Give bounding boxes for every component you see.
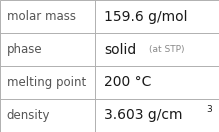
Text: molar mass: molar mass	[7, 10, 76, 23]
Text: density: density	[7, 109, 50, 122]
Text: phase: phase	[7, 43, 42, 56]
Text: 3: 3	[207, 105, 212, 114]
Text: 159.6 g/mol: 159.6 g/mol	[104, 10, 187, 23]
Text: 3.603 g/cm: 3.603 g/cm	[104, 109, 182, 122]
Text: melting point: melting point	[7, 76, 86, 89]
Text: solid: solid	[104, 43, 136, 56]
Text: (at STP): (at STP)	[149, 45, 184, 54]
Text: 200 °C: 200 °C	[104, 76, 151, 89]
